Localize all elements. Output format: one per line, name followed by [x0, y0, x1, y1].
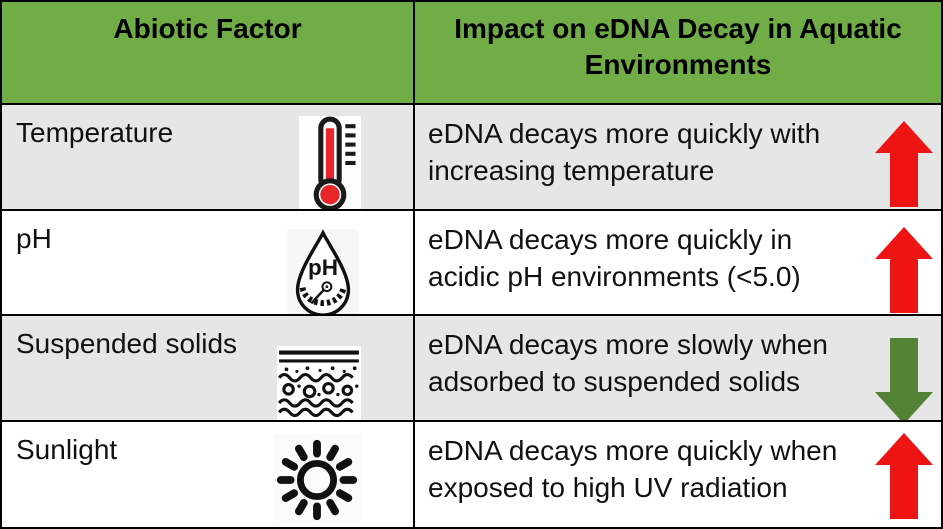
- row-sunlight-factor-cell: Sunlight: [2, 421, 415, 527]
- sun-icon: [273, 433, 361, 526]
- impact-text-sunlight: eDNA decays more quickly when exposed to…: [428, 434, 838, 503]
- row-suspended-solids-impact-cell: eDNA decays more slowly when adsorbed to…: [415, 316, 941, 422]
- impact-text-ph: eDNA decays more quickly in acidic pH en…: [428, 223, 801, 292]
- factor-label-ph: pH: [16, 222, 52, 254]
- up-arrow-icon: [875, 121, 933, 207]
- thermometer-icon: [299, 116, 361, 209]
- factor-label-sunlight: Sunlight: [16, 433, 118, 465]
- up-arrow-icon: [875, 226, 933, 313]
- row-temperature-impact-cell: eDNA decays more quickly with increasing…: [415, 105, 941, 211]
- svg-text:pH: pH: [308, 254, 338, 279]
- row-suspended-solids-factor-cell: Suspended solids: [2, 316, 415, 422]
- up-arrow-icon: [875, 432, 933, 519]
- row-sunlight-impact-cell: eDNA decays more quickly when exposed to…: [415, 421, 941, 527]
- ph-droplet-icon: pH: [285, 228, 361, 315]
- impact-text-temperature: eDNA decays more quickly with increasing…: [428, 118, 821, 187]
- header-abiotic-factor: Abiotic Factor: [2, 2, 415, 105]
- row-ph-impact-cell: eDNA decays more quickly in acidic pH en…: [415, 210, 941, 316]
- factor-label-temperature: Temperature: [16, 117, 174, 148]
- suspended-solids-icon: [277, 346, 361, 420]
- row-ph-factor-cell: pH pH: [2, 210, 415, 316]
- down-arrow-icon: [875, 338, 933, 420]
- impact-text-suspended-solids: eDNA decays more slowly when adsorbed to…: [428, 329, 828, 398]
- factor-label-suspended-solids: Suspended solids: [16, 328, 238, 359]
- row-temperature-factor-cell: Temperature: [2, 105, 415, 211]
- header-impact: Impact on eDNA Decay in Aquatic Environm…: [415, 2, 941, 105]
